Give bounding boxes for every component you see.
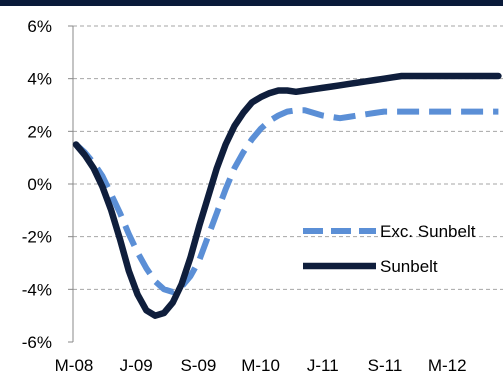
series-line-exc-sunbelt [73, 107, 499, 295]
x-tick-label: M-08 [55, 356, 94, 375]
y-tick-label: 0% [27, 175, 52, 194]
x-axis-ticks: M-08 J-09 S-09 M-10 J-11 S-11 M-12 [55, 356, 467, 375]
y-tick-label: -6% [22, 333, 52, 352]
series-line-sunbelt [72, 72, 502, 319]
x-tick-label: J-11 [307, 356, 339, 375]
y-axis-ticks: 6% 4% 2% 0% -2% -4% -6% [22, 17, 73, 352]
legend-label-sunbelt: Sunbelt [380, 257, 438, 276]
legend: Exc. Sunbelt Sunbelt [303, 222, 476, 276]
y-tick-label: 2% [27, 122, 52, 141]
legend-label-exc-sunbelt: Exc. Sunbelt [380, 222, 476, 241]
top-border [0, 0, 503, 6]
y-tick-label: 4% [27, 70, 52, 89]
x-tick-label: J-09 [120, 356, 153, 375]
x-tick-label: S-11 [368, 356, 403, 375]
y-tick-label: -2% [22, 228, 52, 247]
x-tick-label: M-10 [241, 356, 280, 375]
grid [73, 25, 503, 290]
y-tick-label: -4% [22, 280, 52, 299]
x-tick-label: M-12 [428, 356, 467, 375]
y-tick-label: 6% [27, 17, 52, 36]
series-group [72, 72, 502, 319]
x-tick-label: S-09 [180, 356, 216, 375]
